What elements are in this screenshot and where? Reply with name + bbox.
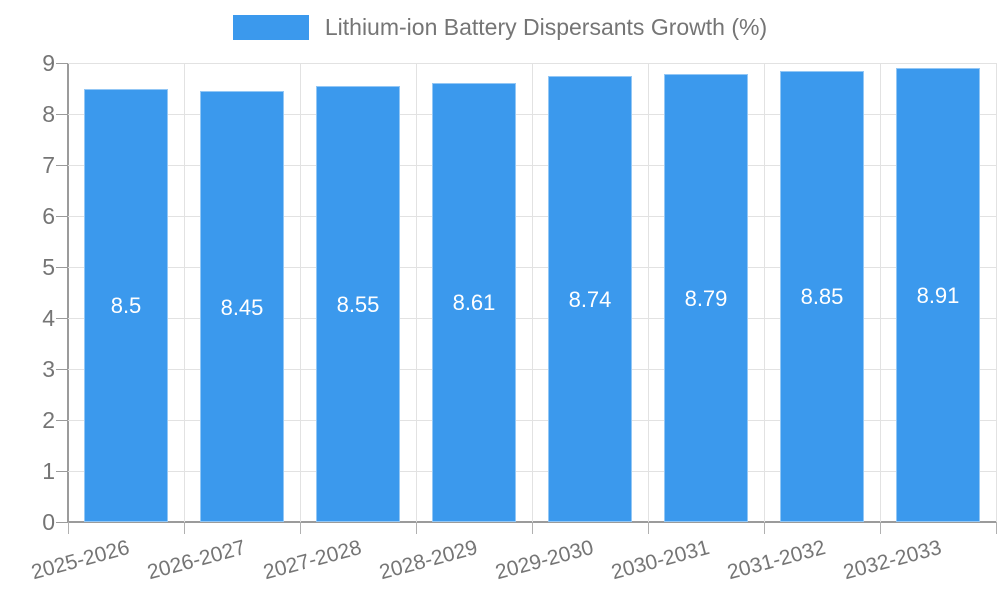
legend-label: Lithium-ion Battery Dispersants Growth (…	[324, 14, 768, 40]
y-axis-label: 9	[42, 50, 55, 76]
y-axis-label: 4	[42, 305, 55, 331]
bar[interactable]: 8.55	[316, 85, 400, 522]
y-axis-label: 5	[42, 254, 55, 280]
x-axis-tick	[532, 522, 533, 534]
y-axis-label: 8	[42, 101, 55, 127]
bar-value-label: 8.85	[800, 284, 844, 310]
x-axis-tick	[996, 522, 997, 534]
y-axis-tick	[56, 471, 68, 472]
bar[interactable]: 8.61	[432, 82, 516, 522]
y-axis-label: 3	[42, 356, 55, 382]
gridline-v	[879, 63, 881, 522]
y-axis-label: 2	[42, 407, 55, 433]
y-axis-label: 7	[42, 152, 55, 178]
gridline-v	[995, 63, 997, 522]
gridline-v	[531, 63, 533, 522]
bar[interactable]: 8.79	[664, 73, 748, 522]
bar[interactable]: 8.5	[84, 88, 168, 522]
legend-swatch[interactable]	[232, 15, 309, 40]
y-axis-label: 0	[42, 509, 55, 535]
bar-value-label: 8.61	[452, 290, 496, 316]
gridline-v	[183, 63, 185, 522]
bar[interactable]: 8.85	[780, 70, 864, 522]
x-axis-tick	[300, 522, 301, 534]
bar[interactable]: 8.91	[896, 67, 980, 522]
x-axis-tick	[416, 522, 417, 534]
gridline-v	[299, 63, 301, 522]
y-axis-tick	[56, 522, 68, 523]
y-axis-tick	[56, 165, 68, 166]
bar-value-label: 8.55	[336, 291, 380, 317]
bar-value-label: 8.74	[568, 287, 612, 313]
x-axis-tick	[764, 522, 765, 534]
legend: Lithium-ion Battery Dispersants Growth (…	[0, 14, 1000, 41]
y-axis-tick	[56, 369, 68, 370]
x-axis-tick	[648, 522, 649, 534]
y-axis-line	[67, 63, 69, 522]
x-axis-tick	[184, 522, 185, 534]
gridline-v	[415, 63, 417, 522]
bar-value-label: 8.45	[220, 294, 264, 320]
plot-area: 8.5 8.45 8.55 8.61 8.74 8.79 8.85 8.91	[67, 62, 997, 523]
gridline-v	[763, 63, 765, 522]
y-axis-tick	[56, 267, 68, 268]
y-axis-tick	[56, 318, 68, 319]
bar-value-label: 8.79	[684, 285, 728, 311]
bar-value-label: 8.5	[110, 293, 142, 319]
y-axis-tick	[56, 114, 68, 115]
y-axis-tick	[56, 216, 68, 217]
y-axis-tick	[56, 63, 68, 64]
bar[interactable]: 8.74	[548, 76, 632, 522]
x-axis-tick	[880, 522, 881, 534]
x-axis-tick	[68, 522, 69, 534]
bar-value-label: 8.91	[916, 282, 960, 308]
y-axis-tick	[56, 420, 68, 421]
gridline-v	[647, 63, 649, 522]
y-axis-label: 1	[42, 458, 55, 484]
bar[interactable]: 8.45	[200, 91, 284, 522]
y-axis-label: 6	[42, 203, 55, 229]
